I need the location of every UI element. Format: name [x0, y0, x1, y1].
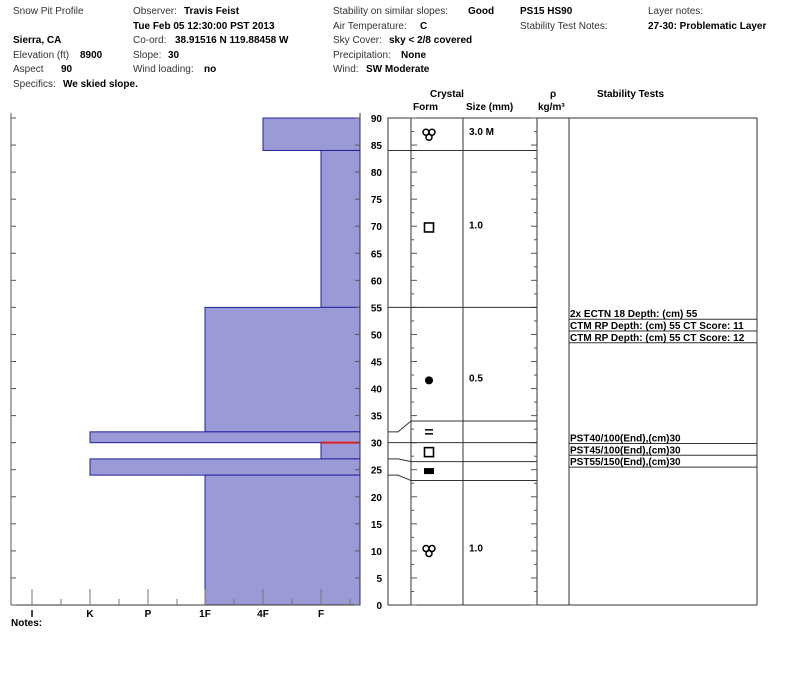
hardness-tick-label: F — [318, 609, 324, 620]
sky-value: sky < 2/8 covered — [389, 35, 473, 46]
y-tick-label: 85 — [371, 141, 383, 152]
layer-boundary — [388, 474, 537, 482]
y-tick-label: 15 — [371, 520, 383, 531]
hardness-tick-label: 1F — [199, 609, 211, 620]
stability-test-entry: CTM RP Depth: (cm) 55 CT Score: 11 — [570, 321, 744, 332]
y-tick-label: 75 — [371, 195, 383, 206]
hardness-tick-label: 4F — [257, 609, 269, 620]
size-header: Size (mm) — [466, 102, 514, 113]
coord-label: Co-ord: — [133, 35, 167, 46]
hardness-bar — [89, 431, 361, 444]
profile-table — [387, 117, 758, 606]
y-tick-label: 30 — [371, 439, 383, 450]
y-tick-label: 45 — [371, 358, 383, 369]
hardness-bar — [204, 474, 361, 606]
stability-test-entry: PST55/150(End),(cm)30 — [570, 457, 681, 468]
datetime: Tue Feb 05 12:30:00 PST 2013 — [133, 21, 275, 32]
y-tick-label: 25 — [371, 466, 383, 477]
coord-value: 38.91516 N 119.88458 W — [175, 35, 289, 46]
slope-label: Slope: — [133, 50, 162, 61]
stability-test-entry: PST40/100(End),(cm)30 — [570, 433, 681, 444]
y-tick-label: 90 — [371, 114, 383, 125]
y-tick-label: 80 — [371, 168, 383, 179]
facet-square-icon — [423, 446, 435, 458]
wind-loading-value: no — [204, 64, 217, 75]
facet-square-icon — [423, 222, 435, 233]
wind-loading-label: Wind loading: — [133, 64, 194, 75]
y-tick-label: 0 — [376, 601, 382, 612]
hardness-bar — [204, 306, 361, 433]
crystal-size: 1.0 — [469, 544, 483, 555]
observer-value: Travis Feist — [184, 6, 240, 17]
observer-label: Observer: — [133, 6, 177, 17]
aspect-value: 90 — [61, 64, 73, 75]
precip-label: Precipitation: — [333, 50, 391, 61]
crust-bar-icon — [424, 468, 434, 475]
hardness-bar — [262, 117, 361, 151]
rounding-facet-icon — [425, 133, 433, 141]
stability-test-notes-label: Stability Test Notes: — [520, 21, 608, 32]
precip-value: None — [401, 50, 426, 61]
sky-label: Sky Cover: — [333, 35, 382, 46]
y-tick-label: 35 — [371, 412, 383, 423]
elevation-label: Elevation (ft) — [13, 50, 70, 61]
y-tick-label: 65 — [371, 249, 383, 260]
stability-label: Stability on similar slopes: — [333, 6, 449, 17]
elevation-value: 8900 — [80, 50, 103, 61]
layer-boundary — [388, 420, 537, 433]
y-tick-label: 55 — [371, 303, 383, 314]
crystal-size: 0.5 — [469, 373, 483, 384]
density-unit-header: kg/m³ — [538, 102, 565, 113]
rounded-grain-icon — [425, 376, 433, 385]
wind-label: Wind: — [333, 64, 359, 75]
wind-value: SW Moderate — [366, 64, 430, 75]
page-title: Snow Pit Profile — [13, 6, 84, 17]
layer-notes-value: 27-30: Problematic Layer — [648, 21, 767, 32]
y-tick-label: 5 — [376, 574, 382, 585]
stability-test-entry: PST45/100(End),(cm)30 — [570, 445, 681, 456]
y-tick-label: 70 — [371, 222, 383, 233]
ps-hs: PS15 HS90 — [520, 6, 573, 17]
aspect-label: Aspect — [13, 64, 44, 75]
form-header: Form — [413, 102, 438, 113]
hardness-tick-label: I — [31, 609, 34, 620]
notes-label: Notes: — [11, 618, 43, 629]
location: Sierra, CA — [13, 35, 62, 46]
air-temp-label: Air Temperature: — [333, 21, 407, 32]
stability-test-entry: 2x ECTN 18 Depth: (cm) 55 — [570, 309, 698, 320]
rho-header: ρ — [550, 89, 557, 100]
crystal-size: 1.0 — [469, 220, 483, 231]
stability-value: Good — [468, 6, 495, 17]
stability-tests-header: Stability Tests — [597, 89, 665, 100]
hardness-bar — [89, 458, 361, 476]
rounding-facet-icon — [425, 549, 433, 558]
air-temp-value: C — [420, 21, 428, 32]
y-tick-label: 10 — [371, 547, 383, 558]
crystal-header: Crystal — [430, 89, 464, 100]
y-tick-label: 50 — [371, 330, 383, 341]
crystal-size: 3.0 M — [469, 127, 494, 138]
layer-boundary — [388, 458, 537, 463]
specifics-value: We skied slope. — [63, 79, 138, 90]
specifics-label: Specifics: — [13, 79, 56, 90]
hardness-tick-label: K — [86, 609, 94, 620]
stability-test-entry: CTM RP Depth: (cm) 55 CT Score: 12 — [570, 333, 745, 344]
slope-value: 30 — [168, 50, 180, 61]
y-tick-label: 60 — [371, 276, 383, 287]
hardness-bar — [320, 442, 361, 460]
layer-notes-label: Layer notes: — [648, 6, 704, 17]
y-tick-label: 20 — [371, 493, 383, 504]
y-tick-label: 40 — [371, 385, 383, 396]
hardness-tick-label: P — [145, 609, 152, 620]
hardness-bar — [320, 149, 361, 308]
